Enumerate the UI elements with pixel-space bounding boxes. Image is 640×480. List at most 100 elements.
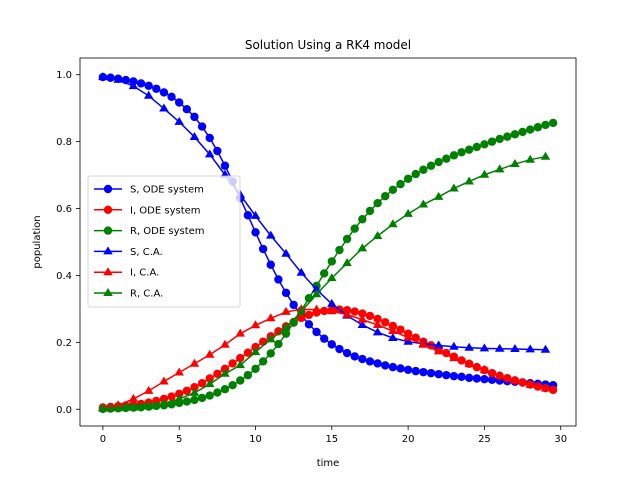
x-tick-label: 0 xyxy=(100,434,106,445)
data-point xyxy=(365,357,375,366)
data-point xyxy=(396,179,405,189)
data-point xyxy=(189,387,200,396)
data-point xyxy=(373,359,382,368)
data-point xyxy=(289,318,298,327)
axes: 0 5 10 15 20 25 30 0.0 0.2 0.4 0.6 0.8 1.0 xyxy=(56,57,577,445)
data-point xyxy=(403,365,413,374)
data-point xyxy=(128,81,139,90)
plot-area xyxy=(98,72,558,414)
data-point xyxy=(342,309,352,318)
series-5 xyxy=(98,304,551,411)
data-point xyxy=(167,392,176,401)
legend-marker xyxy=(103,246,113,255)
legend-entry: R, C.A. xyxy=(94,288,163,300)
legend-marker xyxy=(103,205,113,214)
data-point xyxy=(266,313,276,322)
series-4 xyxy=(98,72,551,353)
legend-marker xyxy=(103,288,113,296)
data-point xyxy=(243,348,253,357)
data-point xyxy=(388,333,398,342)
data-point xyxy=(433,340,444,349)
data-point xyxy=(449,371,459,381)
data-point xyxy=(327,298,337,307)
x-tick-label: 5 xyxy=(176,434,182,445)
data-point xyxy=(457,148,466,157)
data-point xyxy=(540,151,551,160)
legend-entry: I, C.A. xyxy=(94,267,159,279)
data-point xyxy=(503,132,512,141)
chart-title: Solution Using a RK4 model xyxy=(245,38,411,52)
data-point xyxy=(128,393,139,402)
data-point xyxy=(243,370,253,380)
data-point xyxy=(204,379,215,388)
series-3 xyxy=(98,118,558,414)
data-point xyxy=(525,379,535,388)
data-point xyxy=(533,123,543,132)
data-point xyxy=(357,314,368,323)
data-point xyxy=(442,154,451,163)
data-point xyxy=(434,157,443,167)
data-point xyxy=(464,145,474,154)
data-point xyxy=(235,360,245,369)
data-point xyxy=(113,74,123,83)
data-point xyxy=(540,344,551,353)
data-point xyxy=(311,284,322,293)
data-point xyxy=(236,376,245,385)
data-point xyxy=(381,361,390,370)
data-point xyxy=(449,151,459,160)
y-tick-label: 1.0 xyxy=(56,70,72,81)
legend-label: I, C.A. xyxy=(130,268,159,279)
legend-label: R, ODE system xyxy=(130,226,205,237)
x-tick-label: 15 xyxy=(325,434,338,445)
data-point xyxy=(297,313,306,323)
data-point xyxy=(434,369,443,379)
data-point xyxy=(464,359,474,368)
data-point xyxy=(426,161,436,170)
data-point xyxy=(213,146,222,156)
data-point xyxy=(228,380,237,390)
legend-label: R, C.A. xyxy=(130,289,163,300)
data-point xyxy=(304,294,314,303)
series-6 xyxy=(98,151,551,412)
data-point xyxy=(274,327,283,336)
data-point xyxy=(175,98,184,107)
legend-entry: I, ODE system xyxy=(94,205,201,216)
data-point xyxy=(312,327,321,337)
data-point xyxy=(526,125,535,134)
data-point xyxy=(411,169,420,179)
data-point xyxy=(372,319,383,328)
data-point xyxy=(128,402,139,411)
data-point xyxy=(541,120,550,130)
data-point xyxy=(419,367,428,377)
legend-entry: S, C.A. xyxy=(94,246,163,258)
data-point xyxy=(472,374,481,383)
data-point xyxy=(220,364,230,373)
data-point xyxy=(373,314,382,324)
data-point xyxy=(251,342,260,352)
data-point xyxy=(327,273,337,282)
data-point xyxy=(540,383,551,392)
data-point xyxy=(197,122,207,131)
data-point xyxy=(258,337,268,346)
data-point xyxy=(258,357,268,366)
data-point xyxy=(525,344,535,353)
data-point xyxy=(433,346,444,355)
data-point xyxy=(220,385,230,394)
data-point xyxy=(189,358,200,367)
data-point xyxy=(342,348,352,358)
data-point xyxy=(464,342,474,351)
data-point xyxy=(350,224,359,233)
data-point xyxy=(159,88,169,97)
data-point xyxy=(433,191,444,200)
data-point xyxy=(388,219,398,228)
data-point xyxy=(327,340,337,349)
data-point xyxy=(182,397,192,406)
data-point xyxy=(358,215,367,224)
data-point xyxy=(327,257,337,266)
legend-label: S, ODE system xyxy=(130,185,204,196)
x-tick-label: 25 xyxy=(478,434,491,445)
data-point xyxy=(152,84,161,93)
data-point xyxy=(213,388,222,397)
data-point xyxy=(335,344,344,354)
data-point xyxy=(548,385,558,395)
